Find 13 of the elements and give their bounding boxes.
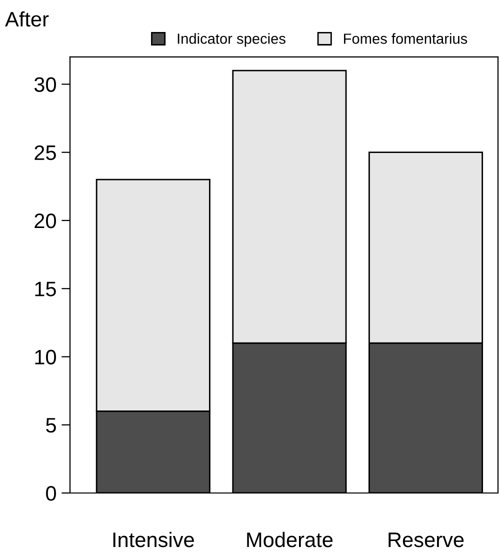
y-tick-label: 0: [46, 486, 56, 501]
y-tick-label: 5: [46, 418, 56, 433]
legend-label: Fomes fomentarius: [344, 33, 468, 44]
y-tick-label: 25: [34, 145, 56, 160]
y-tick-label: 15: [35, 282, 56, 296]
x-tick-label: Intensive: [113, 532, 194, 548]
x-tick-label: Moderate: [247, 532, 333, 548]
y-tick-label: 10: [35, 350, 56, 364]
x-tick-label: Reserve: [388, 532, 464, 548]
y-tick-label: 30: [34, 77, 56, 92]
chart-title: After: [5, 11, 49, 27]
y-tick-label: 20: [34, 213, 56, 228]
legend-label: Indicator species: [178, 33, 286, 47]
